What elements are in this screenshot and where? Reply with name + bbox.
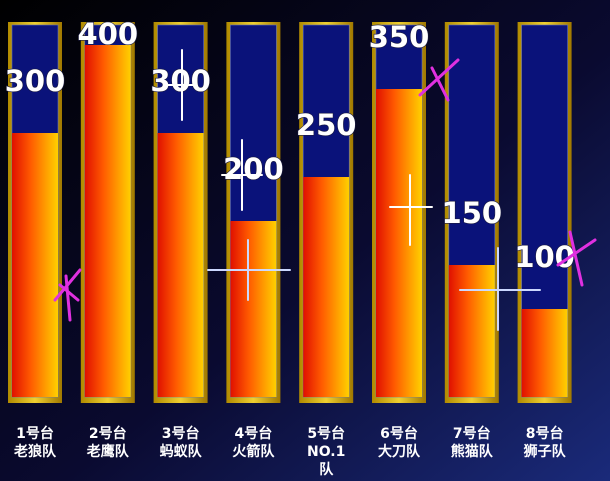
bar bbox=[12, 133, 58, 397]
bar bbox=[84, 45, 131, 397]
bar bbox=[521, 309, 568, 397]
value-label: 100 bbox=[514, 240, 575, 274]
sparkles bbox=[53, 49, 597, 331]
sparkle bbox=[167, 49, 197, 121]
category-label: 老狼队 bbox=[14, 443, 57, 460]
value-label: 300 bbox=[5, 64, 66, 98]
bar bbox=[376, 89, 422, 397]
category-label: 7号台 bbox=[453, 425, 491, 442]
sparkle bbox=[221, 139, 263, 211]
category-label: 火箭队 bbox=[232, 443, 275, 460]
category-label: 熊猫队 bbox=[451, 443, 494, 460]
category-label: 2号台 bbox=[89, 425, 127, 442]
category-label: 3号台 bbox=[162, 425, 200, 442]
bar bbox=[303, 177, 350, 397]
category-label: 狮子队 bbox=[523, 443, 567, 460]
value-label: 200 bbox=[223, 152, 284, 186]
bar bbox=[448, 265, 495, 397]
value-label: 400 bbox=[78, 17, 139, 51]
category-label: 老鹰队 bbox=[87, 443, 130, 460]
sparkle bbox=[389, 174, 433, 246]
category-label: 1号台 bbox=[16, 425, 54, 442]
bar bbox=[157, 133, 204, 397]
sparkle bbox=[53, 268, 82, 322]
value-label: 300 bbox=[150, 64, 211, 98]
category-label: 8号台 bbox=[526, 425, 564, 442]
sparkle bbox=[556, 230, 597, 287]
category-label: 6号台 bbox=[380, 425, 418, 442]
category-label: 队 bbox=[319, 461, 334, 478]
sparkle bbox=[418, 58, 460, 102]
sparkle bbox=[207, 239, 291, 301]
category-label: 5号台 bbox=[307, 425, 345, 442]
category-label: 4号台 bbox=[235, 425, 273, 442]
bar bbox=[230, 221, 277, 397]
category-label: 蚂蚁队 bbox=[160, 443, 203, 460]
category-label: 大刀队 bbox=[378, 443, 421, 460]
value-label: 350 bbox=[369, 20, 430, 54]
category-label: NO.1 bbox=[307, 444, 345, 460]
value-label: 250 bbox=[296, 108, 357, 142]
sparkle bbox=[459, 247, 541, 331]
value-label: 150 bbox=[442, 196, 503, 230]
